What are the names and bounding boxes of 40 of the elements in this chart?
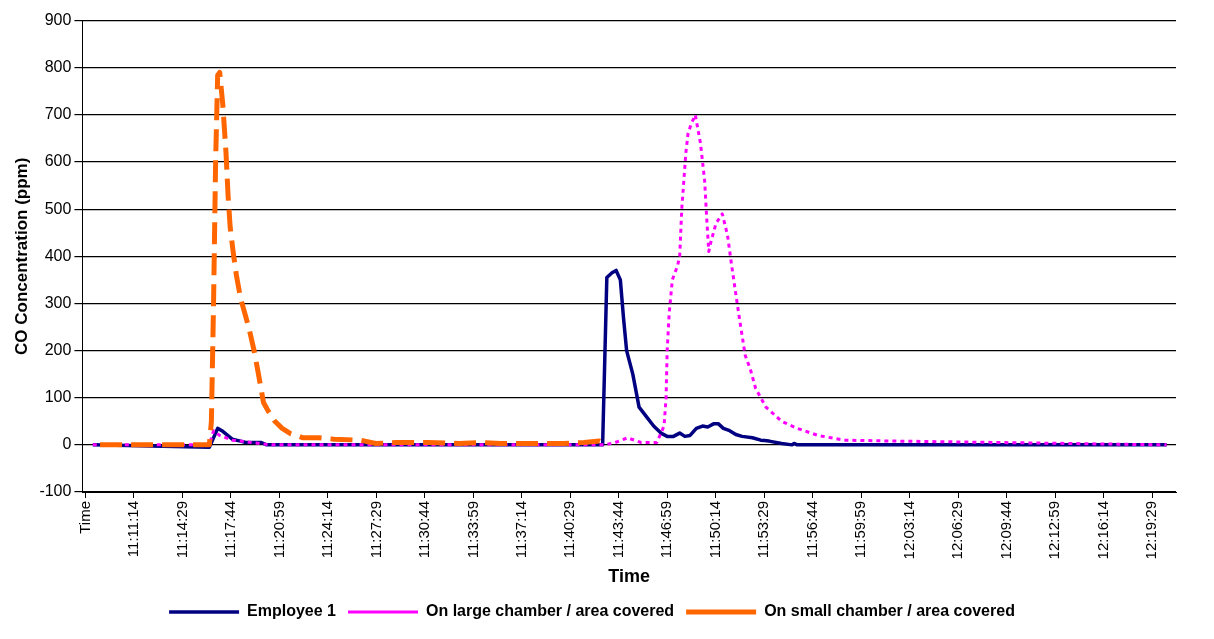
line-series bbox=[91, 113, 1169, 447]
x-tick-label: 11:11:14 bbox=[124, 501, 142, 558]
y-tick-label: 400 bbox=[44, 246, 72, 264]
y-tick-label: 100 bbox=[44, 388, 72, 406]
legend-label: On small chamber / area covered bbox=[764, 602, 1015, 620]
x-tick-label: 11:33:59 bbox=[463, 501, 481, 559]
x-tick-label: 11:30:44 bbox=[415, 501, 433, 559]
x-tick-label: 11:59:59 bbox=[851, 501, 869, 559]
y-tick-label: 700 bbox=[44, 105, 72, 123]
y-tick-label: 600 bbox=[44, 152, 72, 170]
x-tick-label: 12:09:44 bbox=[996, 501, 1014, 560]
x-tick-label: 12:19:29 bbox=[1142, 501, 1160, 560]
y-tick-label: 200 bbox=[44, 340, 72, 358]
y-tick-label: 0 bbox=[62, 435, 72, 453]
x-tick-label: Time bbox=[75, 501, 93, 534]
x-tick-label: 11:14:29 bbox=[172, 501, 190, 559]
x-tick-label: 12:12:59 bbox=[1045, 501, 1063, 560]
y-tick-label: 500 bbox=[44, 199, 72, 217]
x-tick-label: 11:37:14 bbox=[512, 501, 529, 559]
y-axis-title: CO Concentration (ppm) bbox=[11, 157, 31, 355]
y-tick-label: 900 bbox=[44, 11, 72, 29]
x-tick-label: 11:53:29 bbox=[754, 501, 772, 559]
x-tick-label: 12:16:14 bbox=[1093, 501, 1111, 560]
x-tick-label: 12:03:14 bbox=[899, 501, 917, 560]
legend-label: On large chamber / area covered bbox=[426, 602, 675, 620]
x-tick-label: 11:43:44 bbox=[608, 501, 626, 559]
x-tick-label: 11:27:29 bbox=[366, 501, 384, 559]
x-tick-label: 12:06:29 bbox=[948, 501, 966, 560]
x-tick-label: 11:17:44 bbox=[221, 501, 239, 559]
y-tick-label: 300 bbox=[44, 293, 72, 311]
y-tick-label: -100 bbox=[39, 482, 72, 500]
x-tick-label: 11:46:59 bbox=[657, 501, 675, 559]
x-tick-label: 11:56:44 bbox=[802, 501, 820, 559]
y-tick-label: 800 bbox=[44, 58, 72, 76]
legend-label: Employee 1 bbox=[247, 602, 337, 620]
x-tick-label: 11:50:14 bbox=[705, 501, 723, 559]
x-tick-label: 11:40:29 bbox=[560, 501, 578, 559]
x-axis-title: Time bbox=[608, 566, 651, 587]
x-tick-label: 11:20:59 bbox=[269, 501, 287, 559]
x-tick-label: 11:24:14 bbox=[318, 501, 336, 559]
